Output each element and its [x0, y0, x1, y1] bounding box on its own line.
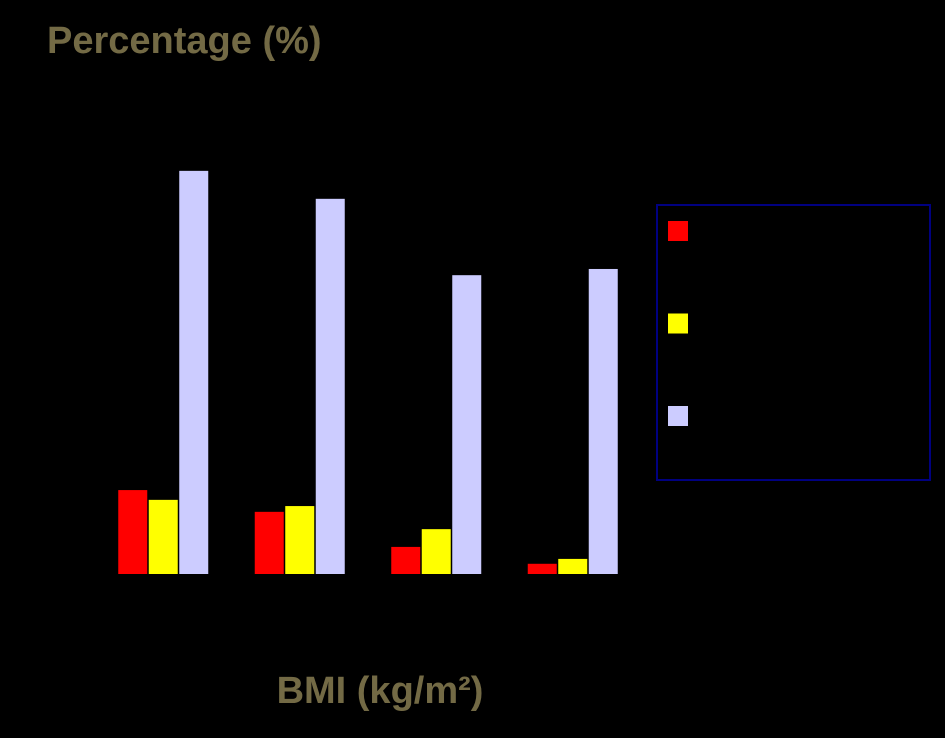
- bar: [179, 170, 209, 574]
- bar: [254, 511, 284, 574]
- legend-swatch: [668, 221, 688, 241]
- bar: [315, 198, 345, 574]
- bar: [391, 546, 421, 574]
- legend-swatch: [668, 313, 688, 334]
- bar: [588, 268, 618, 574]
- bar: [558, 558, 588, 574]
- bar: [118, 490, 148, 574]
- bar: [527, 563, 557, 574]
- legend-box: [656, 204, 931, 481]
- x-axis-title: BMI (kg/m²): [277, 670, 484, 712]
- bar: [452, 275, 482, 574]
- bar: [421, 529, 451, 574]
- bar: [148, 499, 178, 574]
- bar: [285, 506, 315, 574]
- y-axis-title: Percentage (%): [47, 20, 322, 62]
- legend-swatch: [668, 406, 688, 426]
